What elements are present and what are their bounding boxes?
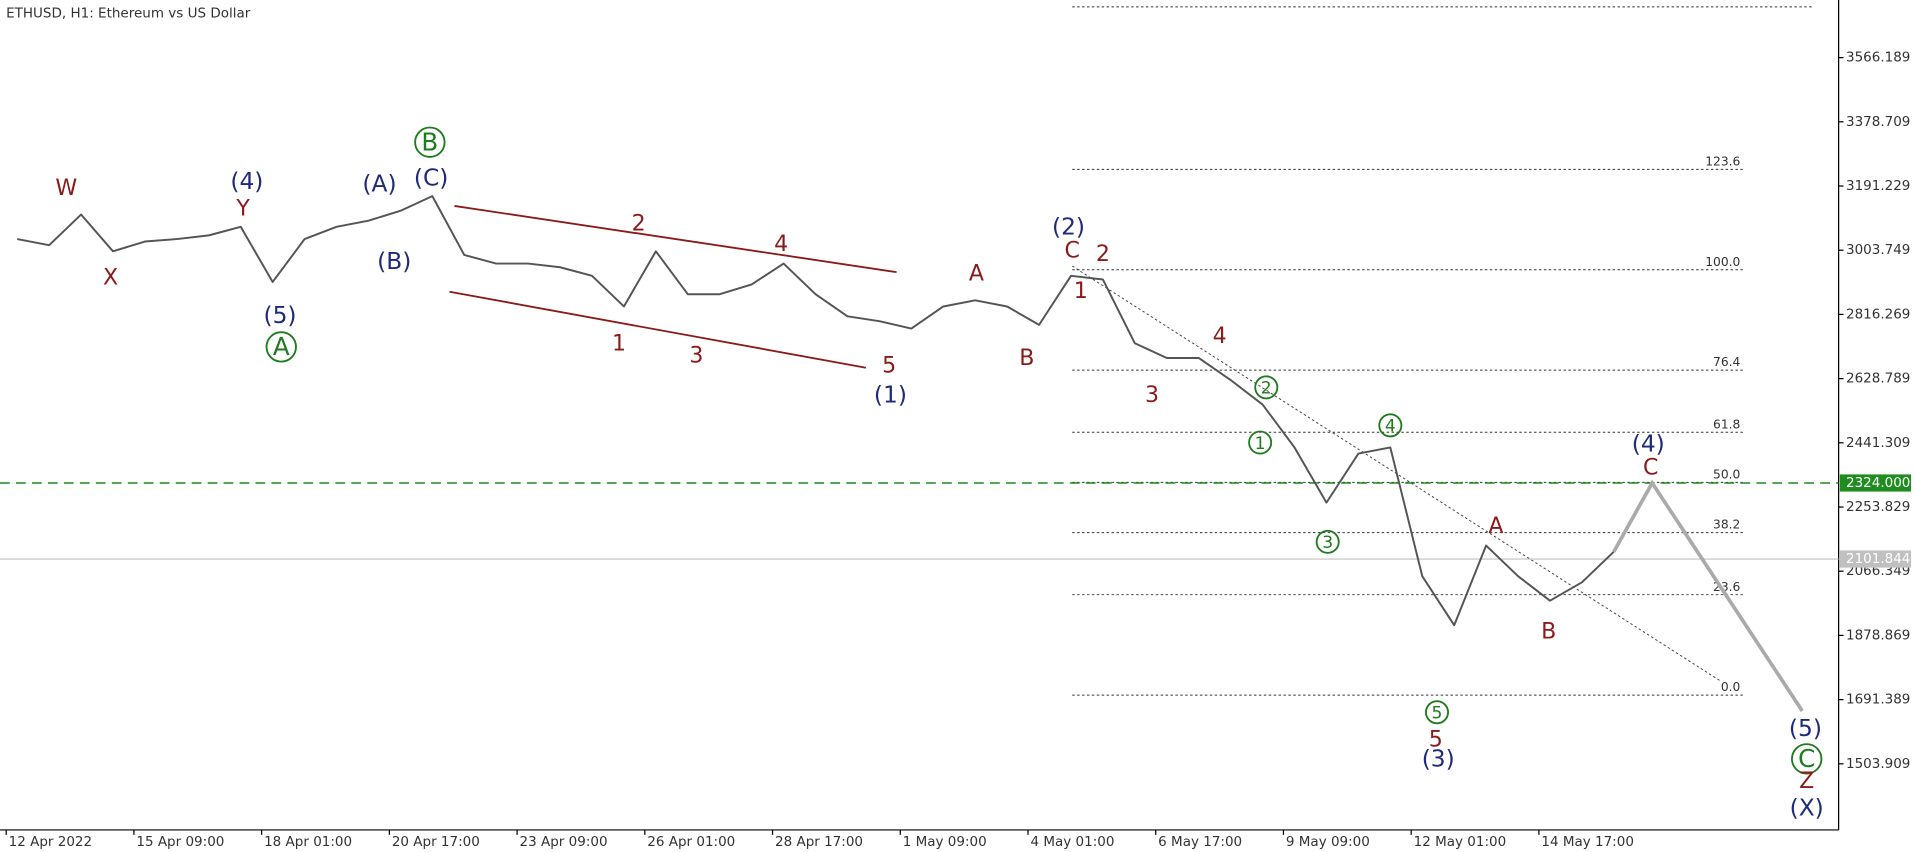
wave-label: A bbox=[969, 262, 984, 287]
x-tick-label: 15 Apr 09:00 bbox=[136, 834, 224, 850]
wave-label: A bbox=[273, 332, 290, 361]
wave-label: C bbox=[1065, 238, 1080, 263]
wave-label: 5 bbox=[1432, 703, 1443, 723]
fib-label: 50.0 bbox=[1713, 468, 1740, 482]
y-tick-label: 3378.709 bbox=[1846, 114, 1910, 130]
wave-label: (3) bbox=[1422, 746, 1455, 773]
x-tick-label: 4 May 01:00 bbox=[1030, 834, 1114, 850]
price-label-box bbox=[1839, 550, 1912, 568]
x-tick-label: 1 May 09:00 bbox=[903, 834, 987, 850]
x-tick-label: 9 May 09:00 bbox=[1286, 834, 1370, 850]
y-tick-label: 1878.869 bbox=[1846, 627, 1910, 643]
x-tick-label: 12 May 01:00 bbox=[1414, 834, 1507, 850]
channel-line bbox=[454, 205, 897, 274]
wave-label: 2 bbox=[1096, 242, 1110, 267]
y-tick-label: 2628.789 bbox=[1846, 371, 1910, 387]
price-line-series bbox=[17, 195, 1615, 627]
wave-label: 5 bbox=[882, 354, 896, 379]
wave-label: (X) bbox=[1790, 795, 1824, 822]
price-label: 2324.000 bbox=[1846, 475, 1910, 491]
wave-label: 2 bbox=[1261, 379, 1272, 399]
x-tick-label: 28 Apr 17:00 bbox=[775, 834, 863, 850]
fib-label: 123.6 bbox=[1705, 154, 1740, 168]
fib-label: 0.0 bbox=[1721, 680, 1741, 694]
wave-circle bbox=[1378, 413, 1403, 438]
x-tick-label: 20 Apr 17:00 bbox=[392, 834, 480, 850]
wave-circle bbox=[1425, 700, 1449, 725]
wave-label: (B) bbox=[377, 248, 411, 275]
y-tick-label: 2816.269 bbox=[1846, 306, 1910, 322]
x-tick-label: 12 Apr 2022 bbox=[9, 834, 92, 850]
y-tick-label: 2441.309 bbox=[1846, 435, 1910, 451]
x-tick-label: 18 Apr 01:00 bbox=[264, 834, 352, 850]
wave-circle bbox=[1248, 430, 1273, 455]
wave-label: 4 bbox=[1213, 324, 1227, 349]
x-tick-label: 23 Apr 09:00 bbox=[520, 834, 608, 850]
wave-label: (5) bbox=[264, 302, 297, 329]
y-tick-label: 2253.829 bbox=[1846, 499, 1910, 515]
wave-label: C bbox=[1643, 455, 1658, 480]
wave-circle bbox=[1254, 375, 1279, 400]
wave-label: (4) bbox=[230, 168, 263, 195]
wave-label: 4 bbox=[774, 232, 788, 257]
wave-circle bbox=[265, 331, 297, 363]
wave-label: Z bbox=[1799, 769, 1814, 794]
fib-label: 38.2 bbox=[1713, 518, 1740, 532]
wave-label: 3 bbox=[1145, 383, 1159, 408]
wave-label: (4) bbox=[1632, 431, 1665, 458]
wave-label: (C) bbox=[414, 164, 448, 191]
price-label-box bbox=[1839, 474, 1912, 492]
wave-label: B bbox=[1541, 620, 1556, 645]
y-tick-label: 3003.749 bbox=[1846, 242, 1910, 258]
wave-label: 3 bbox=[1322, 533, 1333, 553]
fib-label: 61.8 bbox=[1713, 417, 1740, 431]
wave-label: A bbox=[1488, 514, 1503, 539]
wave-label: 1 bbox=[612, 331, 626, 356]
fib-label: 76.4 bbox=[1713, 355, 1741, 369]
wave-label: B bbox=[421, 127, 438, 156]
x-tick-label: 6 May 17:00 bbox=[1158, 834, 1242, 850]
y-tick-label: 3566.189 bbox=[1846, 50, 1910, 66]
wave-circle bbox=[1791, 743, 1823, 775]
wave-label: B bbox=[1019, 346, 1034, 371]
wave-label: 4 bbox=[1385, 417, 1396, 437]
fib-label: 100.0 bbox=[1705, 255, 1740, 269]
wave-label: (5) bbox=[1789, 715, 1822, 742]
wave-circle bbox=[1315, 529, 1340, 554]
channel-line bbox=[449, 290, 867, 369]
y-tick-label: 1503.909 bbox=[1846, 756, 1910, 772]
price-label: 2101.844 bbox=[1846, 551, 1910, 567]
wave-circle bbox=[414, 126, 446, 158]
wave-label: 2 bbox=[632, 211, 646, 236]
chart-title: ETHUSD, H1: Ethereum vs US Dollar bbox=[6, 5, 251, 21]
wave-label: (1) bbox=[874, 381, 907, 408]
projection bbox=[1612, 479, 1804, 713]
wave-label: 1 bbox=[1074, 279, 1088, 304]
y-tick-label: 3191.229 bbox=[1846, 178, 1910, 194]
wave-label: 3 bbox=[689, 344, 703, 369]
wave-label: (2) bbox=[1052, 214, 1085, 241]
wave-label: Y bbox=[235, 197, 250, 222]
wave-label: X bbox=[103, 265, 118, 290]
x-tick-label: 14 May 17:00 bbox=[1541, 834, 1634, 850]
wave-label: W bbox=[55, 176, 77, 201]
wave-label: 1 bbox=[1255, 434, 1266, 454]
y-tick-label: 1691.389 bbox=[1846, 692, 1910, 708]
wave-label: C bbox=[1798, 744, 1815, 773]
x-tick-label: 26 Apr 01:00 bbox=[647, 834, 735, 850]
wave-label: 5 bbox=[1429, 727, 1443, 752]
wave-label: (A) bbox=[362, 171, 396, 198]
